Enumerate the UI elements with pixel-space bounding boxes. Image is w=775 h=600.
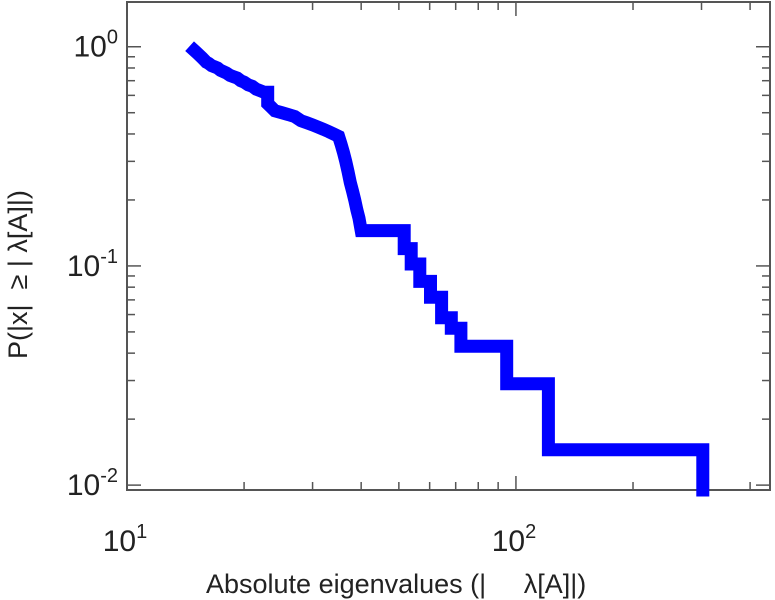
x-tick-label: 101 — [103, 521, 148, 558]
series-layer — [185, 41, 710, 497]
y-tick-label: 100 — [74, 27, 119, 64]
y-tick-label: 10-1 — [67, 246, 118, 283]
x-tick-exponent: 1 — [136, 521, 147, 543]
x-tick-exponent: 2 — [525, 521, 536, 543]
x-tick-label: 102 — [492, 521, 537, 558]
x-axis-label: Absolute eigenvalues (| λ[A]|) — [206, 569, 586, 599]
y-axis-label: P(|x| ≥ | λ[A]|) — [3, 190, 33, 359]
plot-frame — [126, 1, 771, 491]
data-series-line — [185, 41, 710, 497]
y-tick-exponent: -2 — [100, 465, 118, 487]
axis-ticks — [126, 2, 770, 490]
y-tick-label: 10-2 — [67, 465, 118, 502]
y-tick-exponent: -1 — [100, 246, 118, 268]
y-tick-exponent: 0 — [107, 27, 118, 49]
